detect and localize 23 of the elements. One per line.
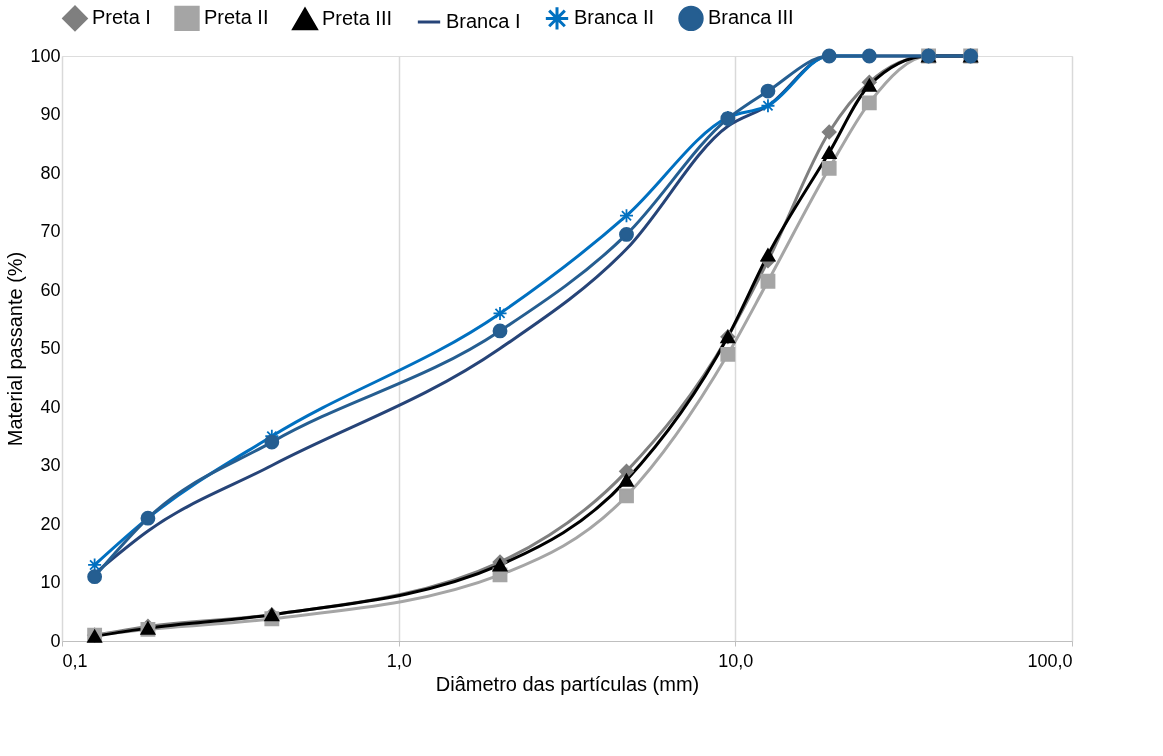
y-tick-label: 0 [50, 630, 61, 651]
x-tick-label: 10,0 [718, 650, 754, 671]
x-tick-label: 0,1 [62, 650, 88, 671]
legend-label: Preta I [92, 6, 151, 29]
y-tick-label: 60 [40, 279, 61, 300]
x-axis-title: Diâmetro das partículas (mm) [435, 672, 700, 695]
x-tick-label: 100,0 [1027, 650, 1073, 671]
y-tick-label: 40 [40, 396, 61, 417]
y-tick-label: 20 [40, 513, 61, 534]
y-tick-label: 10 [40, 572, 61, 592]
y-tick-label: 80 [40, 162, 61, 183]
x-tick-label: 1,0 [386, 650, 412, 671]
legend-label: Preta III [322, 7, 393, 30]
y-tick-label: 30 [40, 455, 61, 475]
legend-label: Branca I [446, 10, 521, 32]
y-tick-label: 100 [30, 45, 61, 66]
legend-label: Branca III [708, 6, 794, 29]
legend-label: Branca II [574, 6, 655, 29]
legend-label: Preta II [204, 6, 269, 29]
y-tick-label: 70 [40, 221, 61, 241]
y-tick-label: 90 [40, 104, 61, 124]
y-tick-label: 50 [40, 338, 61, 358]
y-axis-title: Material passante (%) [4, 251, 27, 447]
